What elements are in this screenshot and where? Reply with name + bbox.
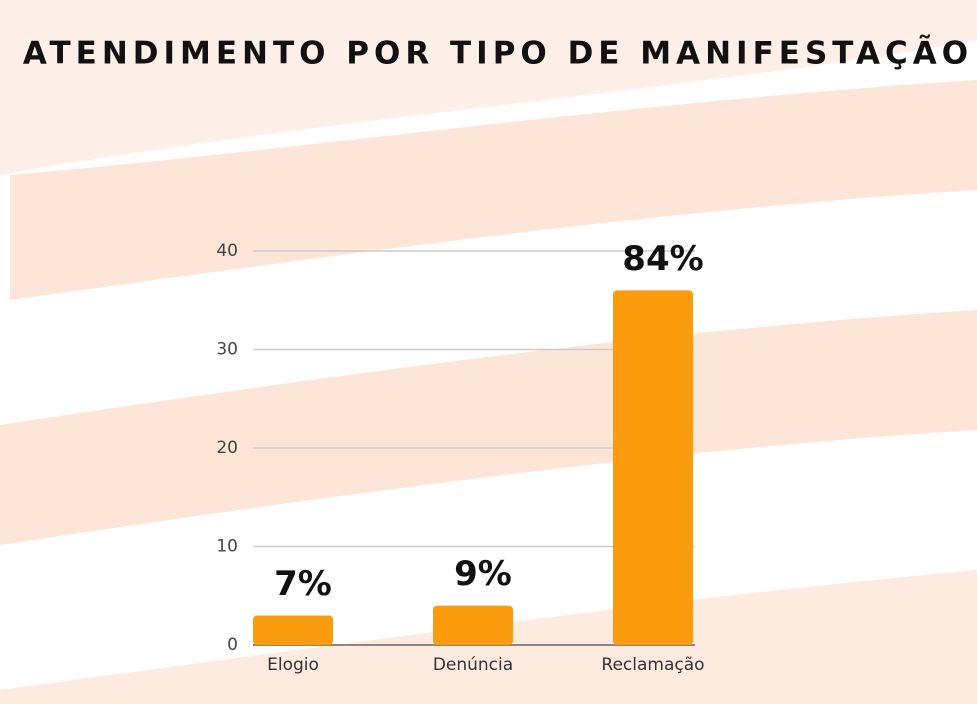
data-label: 9% [454,554,512,594]
y-tick-label: 40 [216,241,238,261]
y-tick-label: 20 [216,438,238,458]
x-tick-label: Denúncia [433,655,513,675]
x-tick-label: Reclamação [601,655,704,675]
y-tick-label: 0 [227,635,238,655]
data-label: 84% [622,239,703,279]
bar [433,605,513,645]
chart-title: ATENDIMENTO POR TIPO DE MANIFESTAÇÃO [23,35,973,72]
bar [253,615,333,645]
x-tick-label: Elogio [267,655,319,675]
data-label: 7% [274,564,332,604]
y-tick-label: 10 [216,537,238,557]
bar [613,290,693,645]
y-tick-label: 30 [216,340,238,360]
